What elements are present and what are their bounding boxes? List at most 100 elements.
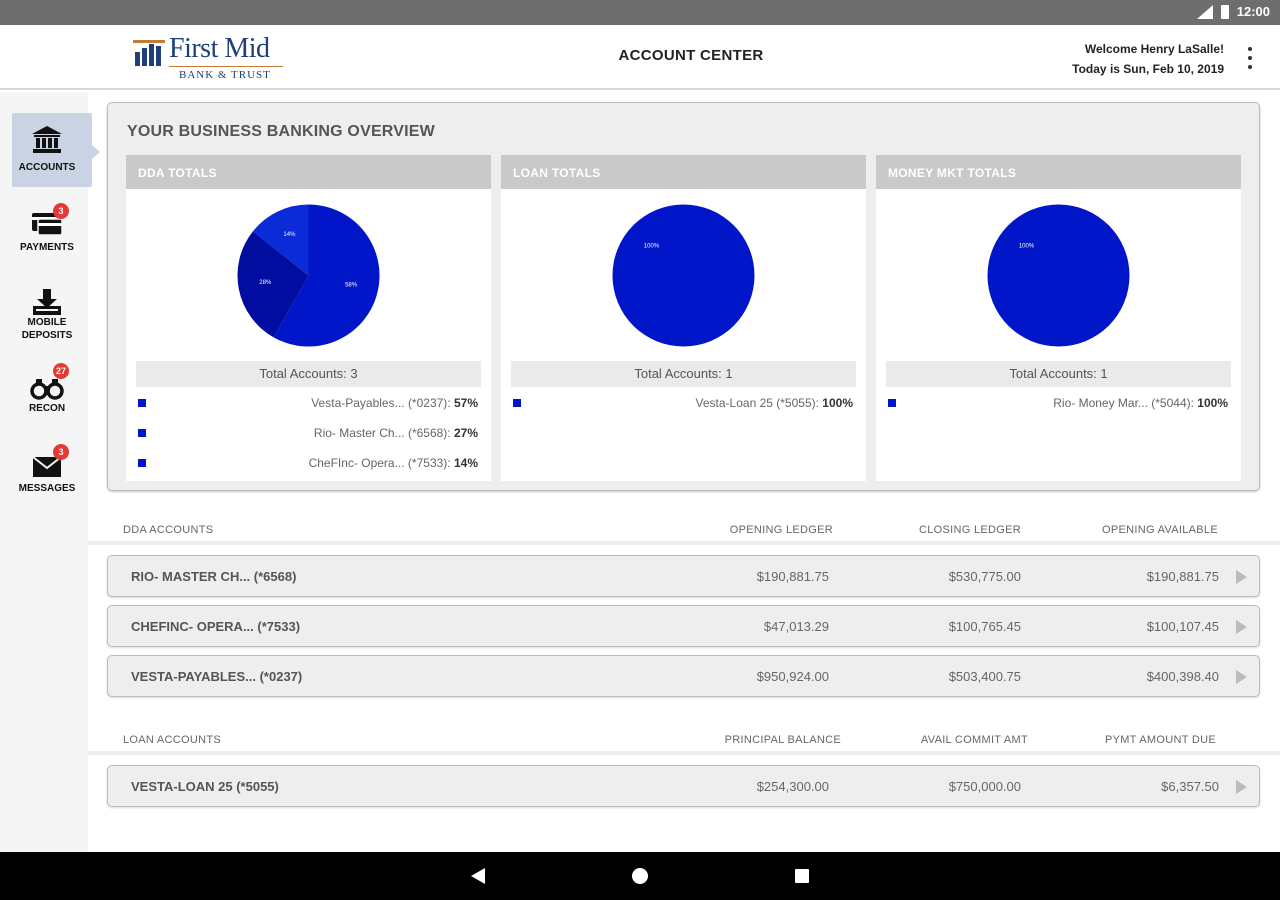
table-row[interactable]: CHEFINC- OPERA... (*7533) $47,013.29 $10…	[107, 605, 1260, 647]
legend-percent: 100%	[822, 396, 853, 410]
card-title: DDA TOTALS	[126, 155, 491, 189]
sidebar-item-accounts[interactable]: ACCOUNTS	[12, 113, 100, 187]
status-icons: 12:00	[1195, 4, 1270, 19]
opening-available: $100,107.45	[1146, 619, 1219, 634]
page-title: ACCOUNT CENTER	[618, 47, 764, 64]
table-row[interactable]: VESTA-PAYABLES... (*0237) $950,924.00 $5…	[107, 655, 1260, 697]
loan-pie-chart: 100%	[612, 204, 755, 347]
sidebar-item-label: RECON	[28, 403, 66, 414]
closing-ledger: $503,400.75	[948, 669, 1021, 684]
legend-item: Rio- Master Ch... (*6568): 27%	[138, 423, 478, 443]
pie-slice	[612, 204, 755, 347]
payment-card-icon	[32, 213, 63, 236]
pie-slice	[252, 204, 309, 276]
sidebar-item-label: MESSAGES	[18, 483, 76, 494]
overview-title: YOUR BUSINESS BANKING OVERVIEW	[127, 123, 435, 140]
sidebar-item-recon[interactable]: 27 RECON	[12, 360, 92, 434]
logo-subtitle: BANK & TRUST	[179, 69, 271, 81]
welcome-block: Welcome Henry LaSalle! Today is Sun, Feb…	[1072, 39, 1224, 79]
bank-icon	[32, 126, 62, 153]
legend-swatch	[138, 399, 146, 407]
logo-name: First Mid	[169, 33, 270, 64]
legend-percent: 27%	[453, 426, 478, 440]
chevron-right-icon[interactable]	[1236, 620, 1247, 634]
opening-available: $190,881.75	[1146, 569, 1219, 584]
status-time: 12:00	[1236, 4, 1270, 19]
legend-swatch	[888, 399, 896, 407]
sidebar-item-payments[interactable]: 3 PAYMENTS	[12, 195, 92, 269]
sidebar-item-label: PAYMENTS	[20, 242, 74, 253]
opening-ledger: $190,881.75	[756, 569, 829, 584]
dda-totals-card: DDA TOTALS 58% 28% 14% Total Accounts: 3 V…	[126, 155, 491, 481]
loan-totals-card: LOAN TOTALS 100% Total Accounts: 1 Vesta…	[501, 155, 866, 481]
logo-rule	[169, 66, 283, 67]
recent-apps-icon[interactable]	[795, 869, 809, 883]
pie-slice-label: 100%	[1019, 244, 1035, 250]
download-icon	[33, 289, 61, 315]
chevron-right-icon[interactable]	[1236, 570, 1247, 584]
pie-slice-label: 58%	[345, 283, 358, 289]
app-header: First Mid BANK & TRUST ACCOUNT CENTER We…	[0, 25, 1280, 90]
legend-item: Vesta-Payables... (*0237): 57%	[138, 393, 478, 413]
table-row[interactable]: VESTA-LOAN 25 (*5055) $254,300.00 $750,0…	[107, 765, 1260, 807]
logo-bars-icon	[133, 40, 165, 66]
chevron-right-icon[interactable]	[1236, 780, 1247, 794]
pie-slice	[273, 204, 380, 347]
pie-slice-label: 14%	[283, 232, 296, 238]
chevron-right-icon[interactable]	[1236, 670, 1247, 684]
binoculars-icon	[30, 379, 64, 400]
bank-logo[interactable]: First Mid BANK & TRUST	[133, 33, 293, 85]
account-name: VESTA-LOAN 25 (*5055)	[131, 779, 279, 794]
legend-swatch	[138, 459, 146, 467]
closing-ledger: $530,775.00	[948, 569, 1021, 584]
column-header: LOAN ACCOUNTS	[123, 734, 222, 746]
legend-item: Rio- Money Mar... (*5044): 100%	[888, 393, 1228, 413]
back-icon[interactable]	[471, 868, 485, 884]
card-title: MONEY MKT TOTALS	[876, 155, 1241, 189]
card-title: LOAN TOTALS	[501, 155, 866, 189]
pie-slice	[987, 204, 1130, 347]
account-name: RIO- MASTER CH... (*6568)	[131, 569, 297, 584]
legend-label: CheFInc- Opera... (*7533):	[308, 456, 454, 470]
pie-slice-label: 100%	[644, 244, 660, 250]
envelope-icon	[32, 456, 62, 477]
dda-pie-chart: 58% 28% 14%	[237, 204, 380, 347]
closing-ledger: $100,765.45	[948, 619, 1021, 634]
legend-swatch	[138, 429, 146, 437]
sidebar-item-messages[interactable]: 3 MESSAGES	[12, 437, 92, 511]
welcome-text: Welcome Henry LaSalle!	[1084, 42, 1224, 56]
total-accounts: Total Accounts: 1	[886, 361, 1231, 387]
payments-badge: 3	[53, 203, 69, 219]
account-name: VESTA-PAYABLES... (*0237)	[131, 669, 303, 684]
pie-slice-label: 28%	[259, 280, 272, 286]
avail-commit-amt: $750,000.00	[948, 779, 1021, 794]
legend-item: Vesta-Loan 25 (*5055): 100%	[513, 393, 853, 413]
account-name: CHEFINC- OPERA... (*7533)	[131, 619, 301, 634]
legend-item: CheFInc- Opera... (*7533): 14%	[138, 453, 478, 473]
loan-table-header: LOAN ACCOUNTS PRINCIPAL BALANCE AVAIL CO…	[88, 725, 1280, 755]
total-accounts: Total Accounts: 1	[511, 361, 856, 387]
dda-table-header: DDA ACCOUNTS OPENING LEDGER CLOSING LEDG…	[88, 515, 1280, 545]
signal-icon	[1195, 4, 1213, 19]
pie-slice	[237, 231, 309, 338]
money-market-pie-chart: 100%	[987, 204, 1130, 347]
home-icon[interactable]	[632, 868, 648, 884]
messages-badge: 3	[53, 444, 69, 460]
legend-label: Vesta-Loan 25 (*5055):	[695, 396, 823, 410]
status-bar: 12:00	[0, 0, 1280, 25]
legend-swatch	[513, 399, 521, 407]
column-header: OPENING AVAILABLE	[1102, 524, 1218, 536]
sidebar-item-label: ACCOUNTS	[18, 162, 76, 173]
column-header: OPENING LEDGER	[729, 524, 833, 536]
table-row[interactable]: RIO- MASTER CH... (*6568) $190,881.75 $5…	[107, 555, 1260, 597]
money-market-totals-card: MONEY MKT TOTALS 100% Total Accounts: 1 …	[876, 155, 1241, 481]
legend-percent: 100%	[1197, 396, 1228, 410]
sidebar: ACCOUNTS 3 PAYMENTS MOBILE DEPOSITS 27	[0, 92, 100, 852]
opening-ledger: $47,013.29	[763, 619, 829, 634]
legend-label: Vesta-Payables... (*0237):	[311, 396, 454, 410]
overflow-menu-icon[interactable]	[1246, 47, 1254, 69]
sidebar-item-mobile-deposits[interactable]: MOBILE DEPOSITS	[12, 275, 92, 349]
column-header: PYMT AMOUNT DUE	[1104, 734, 1216, 746]
opening-ledger: $950,924.00	[756, 669, 829, 684]
legend-label: Rio- Money Mar... (*5044):	[1053, 396, 1198, 410]
